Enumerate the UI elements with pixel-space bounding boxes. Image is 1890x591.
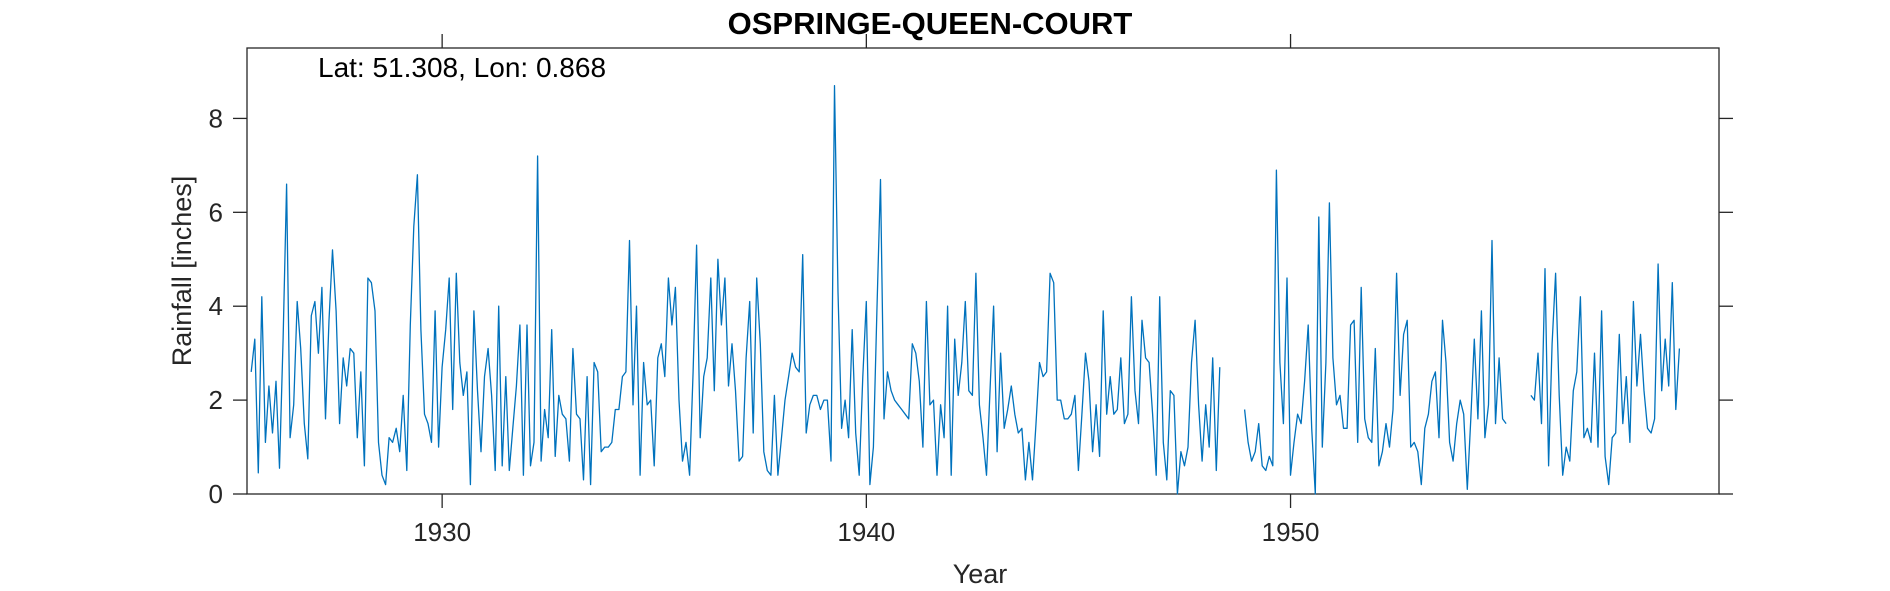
y-axis-label: Rainfall [inches] [167, 176, 197, 367]
plot-area-box [246, 47, 1720, 495]
rainfall-series-line [250, 84, 1681, 495]
x-tick-label: 1940 [837, 517, 895, 547]
y-tick-label: 0 [209, 479, 223, 509]
chart-title: OSPRINGE-QUEEN-COURT [728, 6, 1133, 41]
location-annotation: Lat: 51.308, Lon: 0.868 [318, 52, 606, 83]
y-tick-label: 8 [209, 103, 223, 133]
x-axis-label: Year [953, 559, 1008, 589]
y-tick-label: 4 [209, 291, 223, 321]
tick-labels: 0 2 4 6 8 1930 1940 1950 [209, 103, 1320, 547]
axis-ticks [233, 34, 1733, 508]
x-tick-label: 1930 [413, 517, 471, 547]
y-tick-label: 2 [209, 385, 223, 415]
x-tick-label: 1950 [1262, 517, 1320, 547]
y-tick-label: 6 [209, 197, 223, 227]
